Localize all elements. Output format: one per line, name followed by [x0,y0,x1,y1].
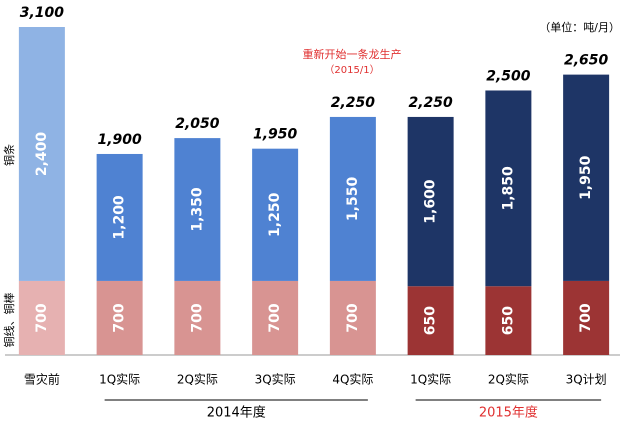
total-label: 2,500 [486,68,531,84]
segment-label: 650 [423,306,439,335]
bar-segment [174,138,221,281]
series-label: 铜条 [2,144,16,166]
x-tick-label: 2Q实际 [488,372,529,387]
x-tick-label: 3Q计划 [566,373,607,387]
x-tick-label: 4Q实际 [332,372,373,387]
bar-segment [252,148,299,281]
total-label: 2,650 [564,53,609,69]
bar-segment [407,116,454,287]
segment-label: 1,250 [267,192,283,237]
bar-segment [96,153,143,281]
segment-label: 1,200 [112,195,128,240]
group-label: 2014年度 [207,405,266,421]
segment-label: 1,550 [345,177,361,222]
segment-label: 650 [500,306,516,335]
x-tick-label: 3Q实际 [255,372,296,387]
segment-label: 1,350 [189,187,205,232]
bar-segment [407,286,454,355]
bar-segment [485,90,532,287]
bar-segment [18,27,65,281]
bar-segment [174,280,221,355]
unit: （单位：吨/月） [539,20,620,34]
segment-label: 700 [267,303,283,332]
bar-segment [329,280,376,355]
segment-label: 700 [345,303,361,332]
group-label: 2015年度 [479,405,538,421]
segment-label: 1,950 [578,155,594,200]
segment-label: 1,850 [500,166,516,211]
total-label: 3,100 [20,5,65,21]
x-tick-label: 1Q实际 [410,372,451,387]
bar-segment [485,286,532,355]
bar-segment [96,280,143,355]
segment-label: 2,400 [34,132,50,177]
segment-label: 700 [112,303,128,332]
annotation: 重新开始一条龙生产 [303,47,402,61]
bar-segment [18,280,65,355]
total-label: 2,250 [408,95,453,111]
total-label: 2,250 [331,95,376,111]
x-tick-label: 雪灾前 [24,372,60,387]
bar-segment [329,116,376,281]
segment-label: 1,600 [423,179,439,224]
x-tick-label: 1Q实际 [99,372,140,387]
total-label: 1,950 [253,127,298,143]
bar-segment [563,74,610,281]
x-tick-label: 2Q实际 [177,372,218,387]
bar-segment [252,280,299,355]
segment-label: 700 [578,303,594,332]
total-label: 1,900 [97,132,142,148]
annotation: （2015/1） [324,64,379,76]
total-label: 2,050 [175,116,220,132]
segment-label: 700 [34,303,50,332]
series-label: 铜线、铜棒 [2,293,16,348]
segment-label: 700 [189,303,205,332]
bar-segment [563,280,610,355]
